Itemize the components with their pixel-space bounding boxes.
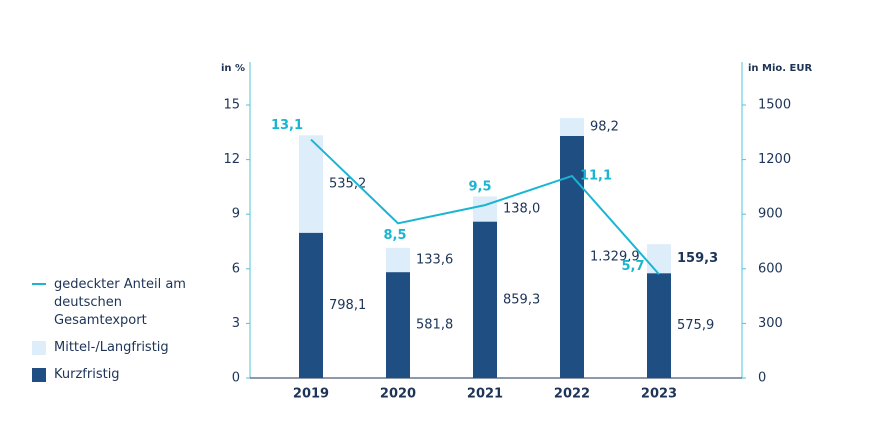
y2-tick-label: 1200 — [758, 152, 791, 167]
legend-swatch — [32, 368, 46, 382]
bar-segment — [647, 244, 671, 274]
legend-swatch — [32, 283, 46, 285]
bar-value-label: 159,3 — [677, 251, 718, 266]
x-tick-label: 2023 — [641, 387, 677, 402]
bar-segment — [647, 273, 671, 378]
legend-label: Mittel-/Langfristig — [54, 340, 169, 355]
y2-tick-label: 1500 — [758, 98, 791, 113]
bar-value-label: 535,2 — [329, 177, 366, 192]
legend-item: gedeckter Anteil am deutschen Gesamtexpo… — [32, 276, 194, 330]
y2-tick-label: 900 — [758, 207, 783, 222]
bar-value-label: 1.329,9 — [590, 249, 640, 264]
y2-tick-label: 300 — [758, 316, 783, 331]
y-tick-label: 6 — [232, 261, 240, 276]
bar-value-label: 859,3 — [503, 292, 540, 307]
x-tick-label: 2021 — [467, 387, 503, 402]
y-tick-label: 12 — [223, 152, 240, 167]
legend-swatch — [32, 341, 46, 355]
legend-item: Mittel-/Langfristig — [32, 340, 169, 355]
y-tick-label: 3 — [232, 316, 240, 331]
bar-value-label: 138,0 — [503, 202, 540, 217]
y-axis-label: in % — [221, 63, 245, 74]
y2-axis-label: in Mio. EUR — [748, 63, 813, 74]
y-tick-label: 15 — [223, 98, 240, 113]
bar-segment — [386, 247, 410, 273]
bar-value-label: 581,8 — [416, 318, 453, 333]
legend-label: gedeckter Anteil am deutschen Gesamtexpo… — [54, 277, 186, 328]
bar-segment — [473, 221, 497, 378]
bar-segment — [386, 272, 410, 378]
y-tick-label: 9 — [232, 207, 240, 222]
y2-tick-label: 600 — [758, 261, 783, 276]
line-value-label: 13,1 — [271, 118, 303, 133]
bar-value-label: 98,2 — [590, 120, 619, 135]
line-value-label: 9,5 — [468, 180, 491, 195]
y2-tick-label: 0 — [758, 371, 766, 386]
y-tick-label: 0 — [232, 371, 240, 386]
bar-segment — [299, 135, 323, 233]
line-series — [310, 138, 660, 275]
bar-segment — [560, 118, 584, 136]
legend-item: Kurzfristig — [32, 367, 120, 382]
x-tick-label: 2019 — [293, 387, 329, 402]
bar-value-label: 575,9 — [677, 318, 714, 333]
line-value-label: 5,7 — [621, 259, 644, 274]
bar-value-label: 798,1 — [329, 298, 366, 313]
legend-label: Kurzfristig — [54, 367, 120, 382]
bar-segment — [299, 232, 323, 378]
bar-value-label: 133,6 — [416, 252, 453, 267]
line-value-label: 8,5 — [383, 228, 406, 243]
x-tick-label: 2022 — [554, 387, 590, 402]
x-tick-label: 2020 — [380, 387, 416, 402]
bar-segment — [473, 196, 497, 222]
line-value-label: 11,1 — [580, 168, 612, 183]
